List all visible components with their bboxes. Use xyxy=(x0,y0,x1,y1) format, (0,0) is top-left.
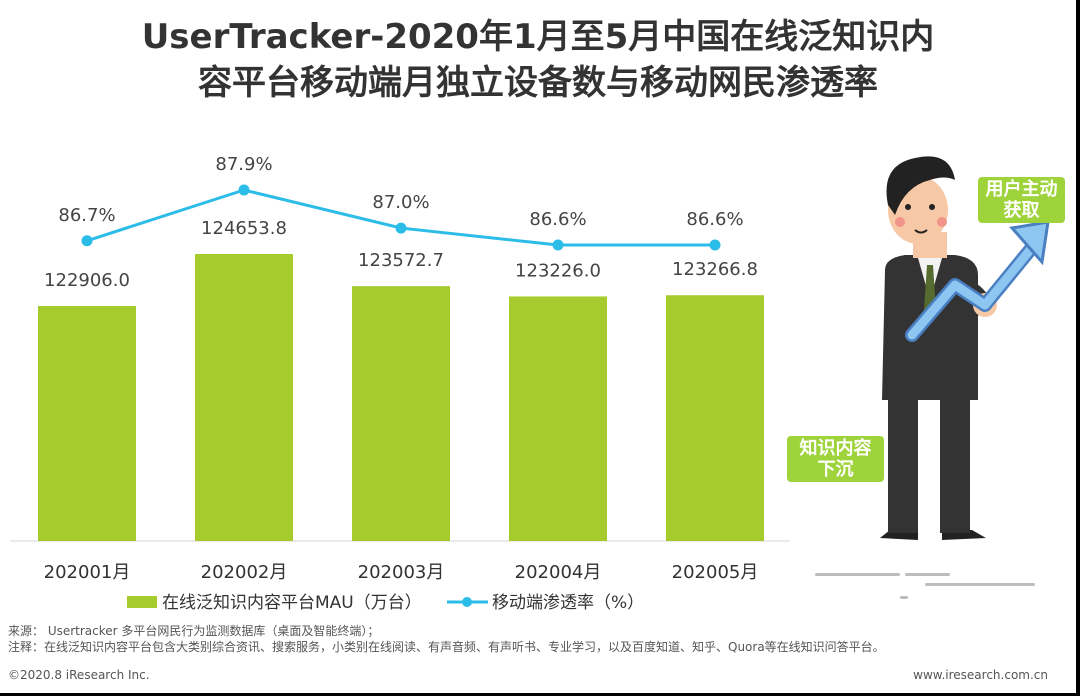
legend-label-penetration: 移动端渗透率（%） xyxy=(492,593,644,613)
arrow-up-icon xyxy=(905,220,1050,342)
x-tick-label: 202004月 xyxy=(515,562,602,583)
decorative-line xyxy=(900,596,908,599)
bar-mau xyxy=(666,295,764,541)
chart-title-line-1: UserTracker-2020年1月至5月中国在线泛知识内 xyxy=(141,17,935,57)
copyright: ©2020.8 iResearch Inc. xyxy=(8,668,150,682)
tag-content-sinking: 知识内容 下沉 xyxy=(787,436,884,482)
bar-mau xyxy=(195,254,293,541)
legend: 在线泛知识内容平台MAU（万台） 移动端渗透率（%） xyxy=(127,593,644,613)
legend-swatch-mau xyxy=(127,596,157,608)
bar-value-label: 123266.8 xyxy=(672,259,758,280)
bar-value-label: 124653.8 xyxy=(201,218,287,239)
source-note: 来源： Usertracker 多平台网民行为监测数据库（桌面及智能终端）； xyxy=(8,624,380,638)
legend-marker-penetration xyxy=(462,597,472,607)
x-tick-label: 202005月 xyxy=(672,562,759,583)
bar-value-label: 123572.7 xyxy=(358,250,444,271)
annotation-note: 注释：在线泛知识内容平台包含大类别综合资讯、搜索服务，小类别在线阅读、有声音频、… xyxy=(8,640,885,654)
x-tick-label: 202003月 xyxy=(358,562,445,583)
bar-value-label: 123226.0 xyxy=(515,260,601,281)
penetration-value-label: 86.7% xyxy=(58,205,115,226)
bar-mau xyxy=(509,296,607,541)
penetration-value-label: 87.0% xyxy=(372,192,429,213)
penetration-point xyxy=(81,235,93,247)
bar-mau xyxy=(352,286,450,541)
chart-title: UserTracker-2020年1月至5月中国在线泛知识内 容平台移动端月独立… xyxy=(0,14,1076,106)
tag-user-acquisition: 用户主动 获取 xyxy=(978,177,1065,223)
chart-title-line-2: 容平台移动端月独立设备数与移动网民渗透率 xyxy=(198,63,878,103)
tag-content-sinking-line-1: 知识内容 xyxy=(799,438,872,459)
x-tick-label: 202001月 xyxy=(44,562,131,583)
penetration-point xyxy=(552,239,564,251)
penetration-value-label: 87.9% xyxy=(215,154,272,175)
website: www.iresearch.com.cn xyxy=(913,668,1048,682)
penetration-value-label: 86.6% xyxy=(529,209,586,230)
decorative-line xyxy=(815,573,900,576)
tag-user-acquisition-line-2: 获取 xyxy=(1003,200,1040,221)
penetration-value-label: 86.6% xyxy=(686,209,743,230)
penetration-point xyxy=(709,239,721,251)
bar-mau xyxy=(38,305,136,541)
legend-label-mau: 在线泛知识内容平台MAU（万台） xyxy=(162,593,422,613)
penetration-point xyxy=(395,222,407,234)
penetration-point xyxy=(238,184,250,196)
tag-user-acquisition-line-1: 用户主动 xyxy=(985,179,1058,200)
decorative-line xyxy=(925,583,1035,586)
tag-content-sinking-line-2: 下沉 xyxy=(817,459,854,480)
bar-value-label: 122906.0 xyxy=(44,270,130,291)
x-tick-label: 202002月 xyxy=(201,562,288,583)
decorative-line xyxy=(905,573,950,576)
